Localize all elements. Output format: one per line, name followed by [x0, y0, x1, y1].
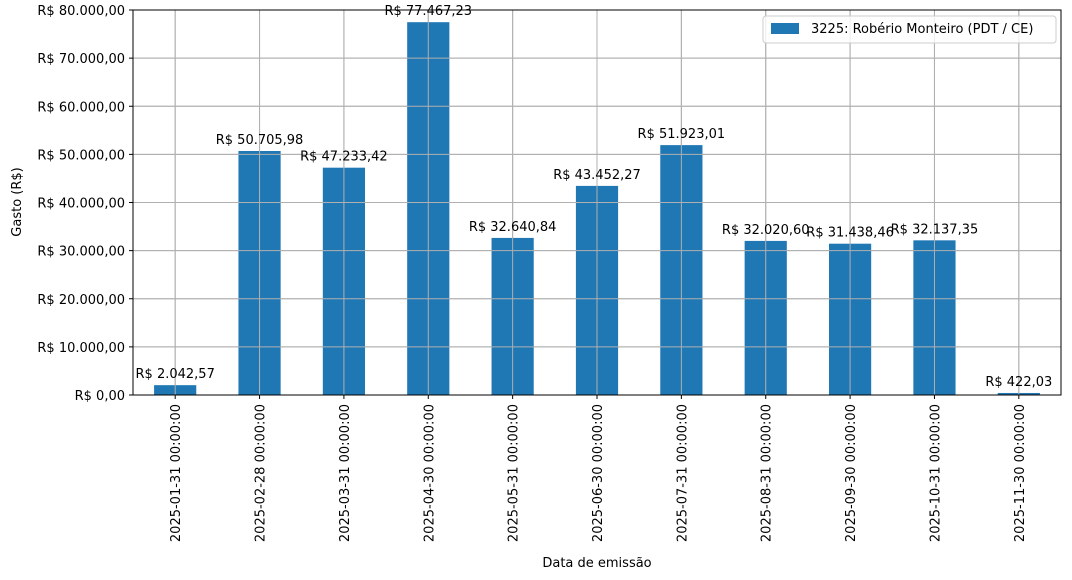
bar-value-label: R$ 32.640,84 — [469, 220, 557, 235]
bar-value-label: R$ 32.137,35 — [891, 222, 979, 237]
legend-label: 3225: Robério Monteiro (PDT / CE) — [811, 22, 1033, 37]
x-tick-label: 2025-03-31 00:00:00 — [338, 404, 353, 542]
bar-value-label: R$ 77.467,23 — [384, 4, 472, 19]
x-tick-label: 2025-02-28 00:00:00 — [254, 404, 269, 542]
legend-swatch — [771, 23, 799, 34]
legend: 3225: Robério Monteiro (PDT / CE) — [762, 15, 1057, 44]
x-tick-label: 2025-01-31 00:00:00 — [169, 404, 184, 542]
bar-value-label: R$ 50.705,98 — [216, 133, 304, 148]
x-tick-label: 2025-05-31 00:00:00 — [507, 404, 522, 542]
y-tick-label: R$ 50.000,00 — [37, 148, 125, 163]
x-tick-label: 2025-06-30 00:00:00 — [591, 404, 606, 542]
x-tick-label: 2025-11-30 00:00:00 — [1013, 404, 1028, 542]
bar-value-label: R$ 2.042,57 — [136, 367, 215, 382]
x-tick-label: 2025-09-30 00:00:00 — [844, 404, 859, 542]
bar-value-label: R$ 43.452,27 — [553, 168, 641, 183]
x-tick-label: 2025-08-31 00:00:00 — [760, 404, 775, 542]
bar-value-label: R$ 422,03 — [985, 375, 1052, 390]
y-tick-label: R$ 70.000,00 — [37, 52, 125, 67]
x-axis-ticks: 2025-01-31 00:00:00 2025-02-28 00:00:00 20… — [169, 395, 1028, 542]
bar-value-label: R$ 51.923,01 — [638, 127, 726, 142]
y-tick-label: R$ 20.000,00 — [37, 293, 125, 308]
y-tick-label: R$ 60.000,00 — [37, 100, 125, 115]
y-tick-label: R$ 10.000,00 — [37, 341, 125, 356]
y-tick-label: R$ 0,00 — [75, 389, 125, 404]
y-tick-label: R$ 80.000,00 — [37, 4, 125, 19]
x-tick-label: 2025-10-31 00:00:00 — [928, 404, 943, 542]
bar-value-label: R$ 31.438,46 — [806, 226, 894, 241]
y-tick-label: R$ 30.000,00 — [37, 245, 125, 260]
x-tick-label: 2025-04-30 00:00:00 — [422, 404, 437, 542]
bar-value-label: R$ 47.233,42 — [300, 150, 388, 165]
x-axis-label: Data de emissão — [542, 556, 651, 571]
data-labels: R$ 2.042,57 R$ 50.705,98 R$ 47.233,42 R$ 77… — [136, 4, 1053, 390]
bar-value-label: R$ 32.020,60 — [722, 223, 810, 238]
y-tick-label: R$ 40.000,00 — [37, 197, 125, 212]
x-tick-label: 2025-07-31 00:00:00 — [675, 404, 690, 542]
y-axis-label: Gasto (R$) — [10, 167, 25, 236]
y-axis-ticks: R$ 0,00 R$ 10.000,00 R$ 20.000,00 R$ 30.000… — [37, 4, 133, 404]
legend-frame — [762, 15, 1057, 44]
